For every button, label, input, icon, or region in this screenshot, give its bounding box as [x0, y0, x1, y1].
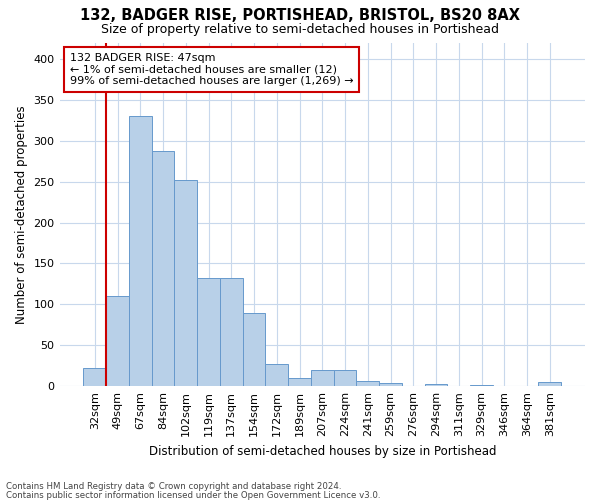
Bar	[175, 180, 197, 386]
Text: 132 BADGER RISE: 47sqm
← 1% of semi-detached houses are smaller (12)
99% of semi: 132 BADGER RISE: 47sqm ← 1% of semi-deta…	[70, 53, 353, 86]
Bar	[334, 370, 356, 386]
Bar	[265, 364, 288, 386]
Bar	[311, 370, 334, 386]
Bar	[288, 378, 311, 386]
Y-axis label: Number of semi-detached properties: Number of semi-detached properties	[15, 105, 28, 324]
Bar	[538, 382, 561, 386]
Bar	[197, 278, 220, 386]
X-axis label: Distribution of semi-detached houses by size in Portishead: Distribution of semi-detached houses by …	[149, 444, 496, 458]
Text: 132, BADGER RISE, PORTISHEAD, BRISTOL, BS20 8AX: 132, BADGER RISE, PORTISHEAD, BRISTOL, B…	[80, 8, 520, 22]
Text: Size of property relative to semi-detached houses in Portishead: Size of property relative to semi-detach…	[101, 22, 499, 36]
Bar	[356, 382, 379, 386]
Bar	[83, 368, 106, 386]
Bar	[425, 384, 448, 386]
Bar	[220, 278, 242, 386]
Text: Contains public sector information licensed under the Open Government Licence v3: Contains public sector information licen…	[6, 491, 380, 500]
Bar	[106, 296, 129, 386]
Bar	[379, 383, 402, 386]
Bar	[152, 152, 175, 386]
Bar	[242, 312, 265, 386]
Text: Contains HM Land Registry data © Crown copyright and database right 2024.: Contains HM Land Registry data © Crown c…	[6, 482, 341, 491]
Bar	[129, 116, 152, 386]
